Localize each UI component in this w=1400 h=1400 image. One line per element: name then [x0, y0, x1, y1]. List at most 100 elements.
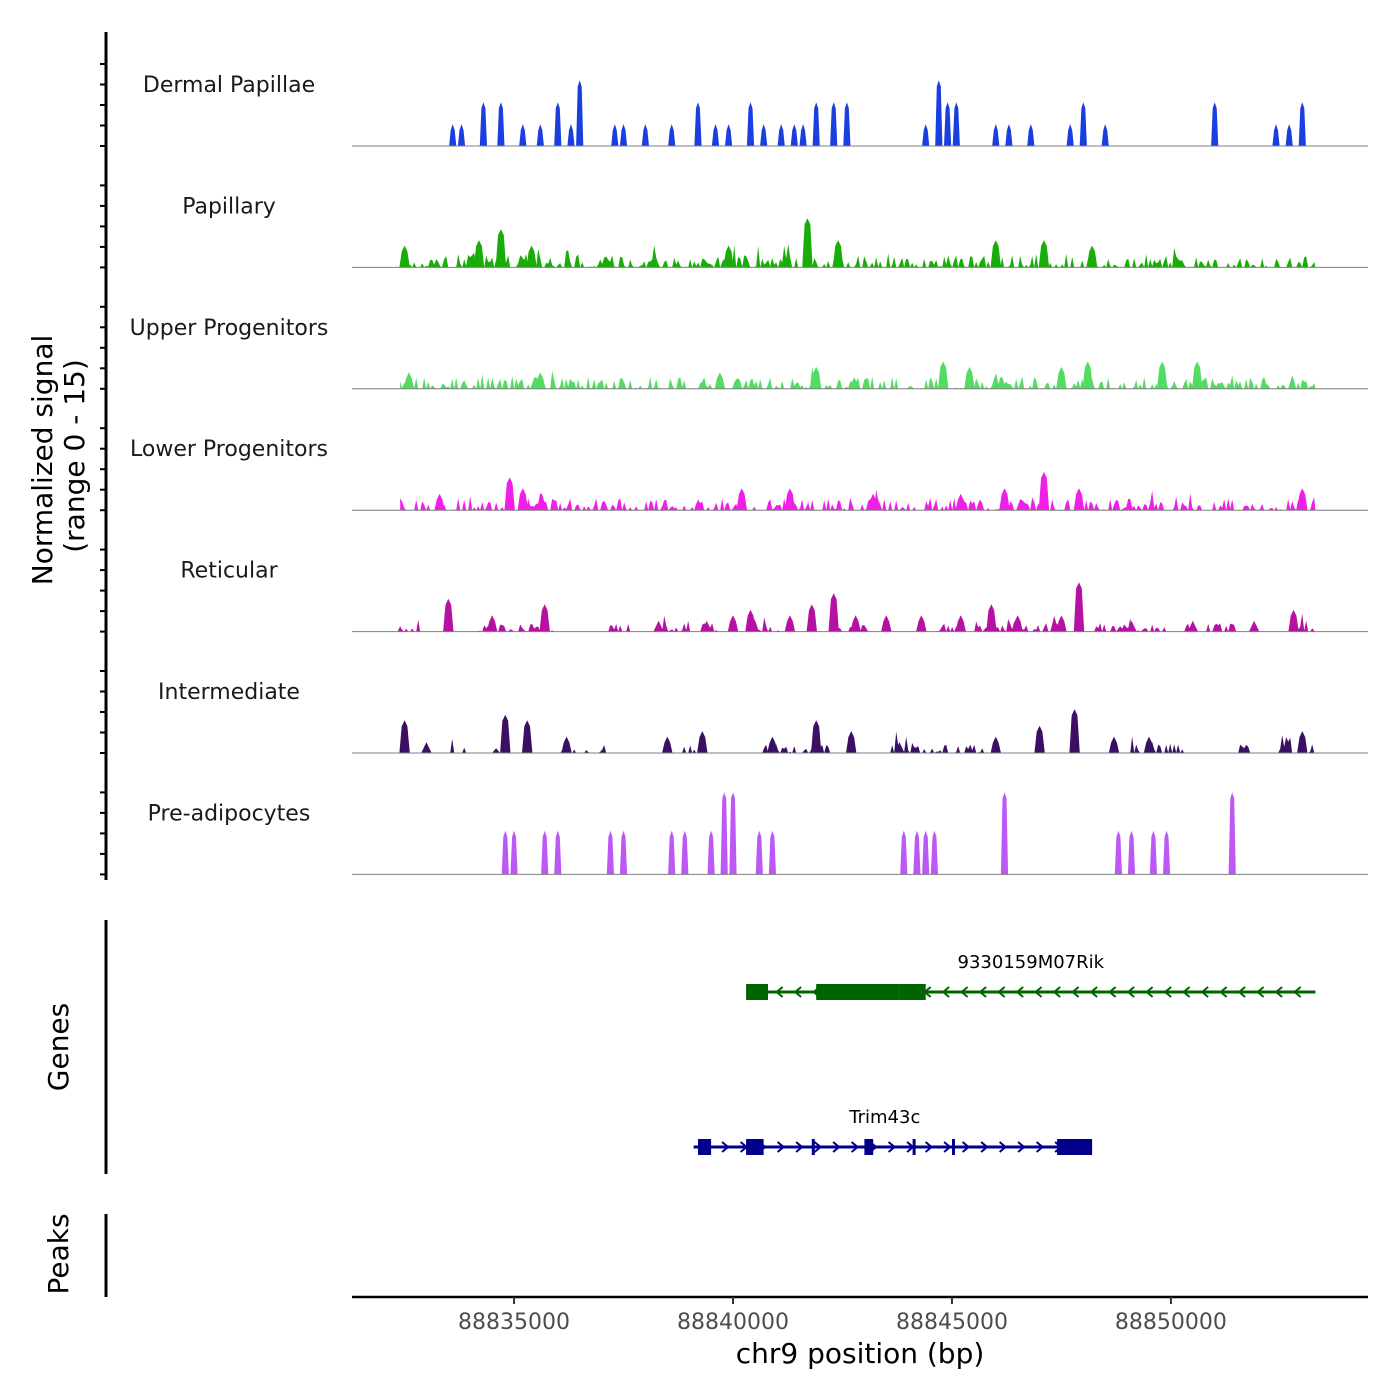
signal-peak: [539, 604, 550, 632]
signal-peak: [1192, 361, 1203, 389]
signal-peak: [421, 742, 432, 753]
signal-peak: [561, 736, 572, 753]
track-label: Pre-adipocytes: [148, 801, 311, 826]
signal-spike: [845, 124, 848, 146]
signal-spike: [613, 135, 616, 146]
strand-arrow: [980, 1141, 989, 1153]
signal-spike: [762, 135, 765, 146]
signal-peak: [399, 720, 410, 753]
signal-peak: [811, 720, 822, 753]
signal-peak: [500, 714, 511, 753]
signal-spike: [622, 852, 625, 875]
signal-spike: [915, 852, 918, 875]
signal-peak: [1288, 609, 1299, 632]
signal-spike: [727, 135, 730, 146]
track-label: Intermediate: [158, 680, 300, 705]
signal-peak: [850, 615, 861, 632]
strand-arrow: [793, 986, 802, 998]
track-intermediate: Intermediate: [158, 680, 1368, 754]
signal-peak: [517, 488, 528, 511]
signal-peak: [760, 124, 768, 146]
signal-peak: [1297, 731, 1308, 753]
strand-arrow: [776, 1141, 786, 1153]
strand-arrow: [850, 1141, 860, 1153]
signal-spike: [749, 124, 752, 146]
signal-peak: [799, 124, 807, 146]
signal-peak: [1066, 124, 1074, 146]
signal-spike: [1275, 135, 1277, 146]
track-papillary: Papillary: [182, 194, 1368, 268]
signal-peak: [567, 124, 575, 146]
signal-peak: [619, 124, 628, 146]
signal-peak: [611, 124, 619, 146]
signal-coverage: [400, 613, 1316, 632]
strand-arrow: [924, 1141, 934, 1153]
signal-peak: [1248, 620, 1260, 632]
signal-spike: [644, 135, 647, 146]
strand-arrow: [1015, 986, 1024, 998]
signal-spike: [1003, 833, 1006, 875]
signal-spike: [1069, 135, 1072, 146]
signal-peak: [526, 245, 537, 268]
signal-peak: [990, 736, 1001, 753]
signal-peak: [725, 124, 733, 146]
signal-spike: [832, 124, 835, 146]
signal-peak: [999, 488, 1010, 511]
signal-spike: [780, 135, 783, 146]
signal-spike: [578, 113, 581, 146]
signal-spike: [543, 852, 546, 875]
track-reticular: Reticular: [180, 559, 1368, 633]
signal-peak: [990, 240, 1001, 268]
genes-panel-title: Genes: [42, 1003, 75, 1091]
signal-peak: [1272, 124, 1280, 146]
exon: [1057, 1139, 1093, 1155]
signal-peak: [1069, 709, 1080, 753]
strand-arrow: [1200, 986, 1209, 998]
track-label: Papillary: [182, 194, 276, 219]
signal-peak: [1073, 582, 1085, 632]
signal-peak: [1038, 471, 1050, 511]
strand-arrow: [1256, 986, 1265, 998]
strand-arrow: [1126, 986, 1135, 998]
signal-spike: [697, 124, 699, 146]
strand-arrow: [795, 1141, 804, 1153]
signal-spike: [683, 852, 686, 875]
y-axis-title-line1: Normalized signal: [26, 335, 59, 586]
signal-peak: [504, 477, 515, 511]
strand-arrow: [1052, 986, 1061, 998]
signal-peak: [1285, 124, 1293, 146]
signal-peak: [662, 736, 673, 753]
signal-spike: [1288, 135, 1291, 146]
signal-peak: [443, 598, 454, 632]
signal-spike: [902, 852, 905, 875]
signal-peak: [922, 124, 930, 146]
signal-peak: [802, 218, 813, 268]
signal-peak: [723, 245, 734, 268]
signal-spike: [802, 135, 805, 146]
strand-arrow: [941, 986, 950, 998]
strand-arrow: [943, 1141, 952, 1153]
signal-peak: [495, 229, 507, 268]
signal-spike: [460, 135, 463, 146]
x-tick-label: 88850000: [1115, 1310, 1227, 1335]
signal-panel: Dermal Papillae Papillary Upper Progenitor…: [100, 32, 1368, 880]
signal-peak: [1027, 124, 1035, 146]
strand-arrow: [1071, 986, 1080, 998]
signal-spike: [556, 852, 559, 875]
strand-arrow: [1089, 986, 1098, 998]
strand-arrow: [813, 1141, 823, 1153]
strand-arrow: [961, 1141, 971, 1153]
strand-arrow: [1219, 986, 1228, 998]
strand-arrow: [978, 986, 987, 998]
signal-peak: [881, 615, 892, 632]
signal-coverage: [400, 489, 1316, 511]
signal-spike: [504, 852, 507, 875]
signal-spike: [1130, 852, 1133, 875]
signal-peak: [964, 366, 975, 389]
signal-peak: [714, 372, 726, 389]
peaks-panel-title: Peaks: [42, 1213, 75, 1294]
signal-spike: [1029, 135, 1032, 146]
signal-peak: [434, 493, 445, 511]
signal-spike: [499, 124, 502, 146]
signal-spike: [521, 135, 524, 146]
